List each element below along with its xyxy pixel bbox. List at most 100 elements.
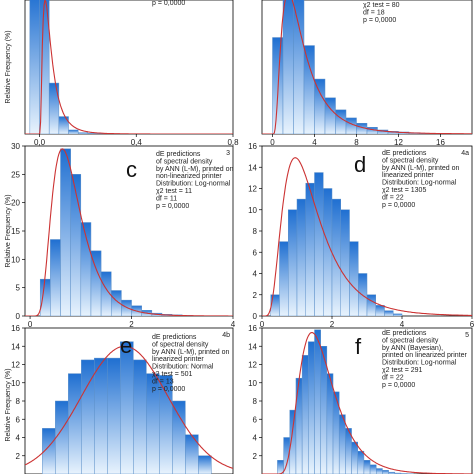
x-tick-label: 8 [354, 138, 359, 147]
histogram-bar [382, 470, 389, 474]
histogram-bar [70, 174, 82, 316]
panel-letter: d [354, 152, 366, 177]
annotation-line: p = 0,0000 [152, 386, 185, 393]
panel-e: 2 4 6 8 10 12 14 16 Relative Frequency (%) e 4b dE … [5, 324, 234, 474]
y-tick-label: 5 [16, 284, 21, 293]
annotation-line: by ANN (Bayesian), [382, 345, 443, 352]
annotation-line: non-linearized printer [156, 173, 222, 180]
y-tick-label: 30 [11, 142, 20, 151]
x-tick-label: 0,4 [131, 138, 143, 147]
histogram-bar [349, 241, 359, 316]
histogram-bar [314, 329, 321, 474]
histogram-bar [77, 132, 89, 134]
x-tick-label: 2 [129, 320, 134, 329]
histogram-bar [288, 209, 298, 316]
y-tick-label: 16 [248, 324, 257, 333]
y-tick-label: 6 [253, 248, 258, 257]
y-tick-label: 12 [248, 185, 257, 194]
annotation-line: of spectral density [156, 158, 213, 165]
x-tick-label: 0 [28, 320, 33, 329]
annotation-line: dE predictions [382, 150, 427, 157]
y-tick-label: 15 [11, 227, 20, 236]
annotation-line: df = 18 [363, 9, 385, 16]
y-tick-label: 12 [248, 361, 257, 370]
x-tick-label: 12 [394, 138, 403, 147]
x-tick-label: 4 [312, 138, 317, 147]
y-tick-label: 14 [248, 342, 257, 351]
y-tick-label: 0 [253, 312, 258, 321]
y-tick-label: 10 [248, 206, 257, 215]
annotation-line: by ANN (L-M), printed on [382, 165, 460, 172]
y-tick-label: 14 [248, 163, 257, 172]
y-tick-label: 8 [16, 397, 21, 406]
y-axis-label: Relative Frequency (%) [5, 368, 12, 441]
annotation-line: dE predictions [156, 151, 201, 158]
y-tick-label: 2 [16, 452, 21, 461]
annotation-line: χ2 test = 1305 [382, 187, 426, 194]
histogram-bar [48, 82, 60, 134]
fitted-curve [262, 157, 472, 316]
bars [29, 0, 137, 134]
histogram-bar [314, 78, 326, 134]
histogram-bar [121, 299, 132, 316]
y-tick-label: 6 [253, 415, 258, 424]
y-tick-label: 20 [11, 199, 20, 208]
histogram-bar [366, 294, 376, 316]
histogram-bar [369, 464, 377, 474]
x-tick-label: 0,8 [227, 138, 239, 147]
histogram-bar [68, 373, 82, 474]
panel-a: 0,0 0,4 0,8 Relative Frequency (%) p = 0,000… [5, 0, 239, 147]
histogram-bar [335, 109, 347, 134]
annotation-line: of spectral density [382, 157, 439, 164]
y-tick-label: 14 [11, 342, 20, 351]
histogram-bar [345, 117, 357, 134]
histogram-bar [198, 455, 212, 474]
panel-number: 3 [226, 150, 230, 157]
annotation-line: linearized printer [382, 172, 434, 179]
histogram-bar [68, 129, 79, 134]
y-tick-label: 10 [248, 379, 257, 388]
x-tick-label: 0 [270, 138, 275, 147]
annotation-line: Distribution: Log-normal [156, 181, 231, 188]
histogram-bar [120, 341, 134, 474]
annotation-line: p = 0,0000 [382, 382, 415, 389]
annotation-line: χ2 test = 80 [363, 2, 400, 9]
annotation-line: of spectral density [382, 337, 439, 344]
annotation-line: p = 0,0000 [156, 203, 189, 210]
fitted-curve [25, 345, 233, 469]
fitted-curve [25, 148, 233, 316]
y-tick-label: 6 [16, 415, 21, 424]
panel-number: 4a [461, 150, 469, 157]
annotation-line: Distribution: Normal [152, 364, 214, 371]
histogram-bar [338, 414, 346, 474]
y-tick-label: 10 [11, 379, 20, 388]
histogram-bar [55, 400, 69, 474]
histogram-bar [305, 182, 315, 316]
x-tick-label: 2 [330, 320, 335, 329]
x-tick-label: 0 [260, 320, 265, 329]
histogram-bar [303, 45, 315, 134]
annotation-line: p = 0,0000 [152, 0, 185, 7]
bars [42, 341, 212, 474]
annotation-line: df = 11 [156, 195, 177, 202]
y-tick-label: 4 [253, 270, 258, 279]
y-tick-label: 12 [11, 361, 20, 370]
y-tick-label: 0 [16, 312, 21, 321]
histogram-bar [363, 460, 371, 474]
histogram-bar [29, 0, 40, 134]
histogram-bar [58, 116, 69, 134]
annotation-line: by ANN (L-M), printed on [156, 166, 234, 173]
y-axis-label: Relative Frequency (%) [5, 30, 12, 103]
histogram-bar [94, 357, 108, 474]
panel-number: 4b [222, 332, 230, 339]
y-tick-label: 16 [248, 142, 257, 151]
histogram-bar [90, 250, 102, 316]
x-tick-label: 6 [470, 320, 474, 329]
histogram-bar [375, 305, 385, 316]
histogram-bar [376, 468, 383, 474]
bars [277, 329, 414, 474]
annotation-line: of spectral density [152, 341, 209, 348]
